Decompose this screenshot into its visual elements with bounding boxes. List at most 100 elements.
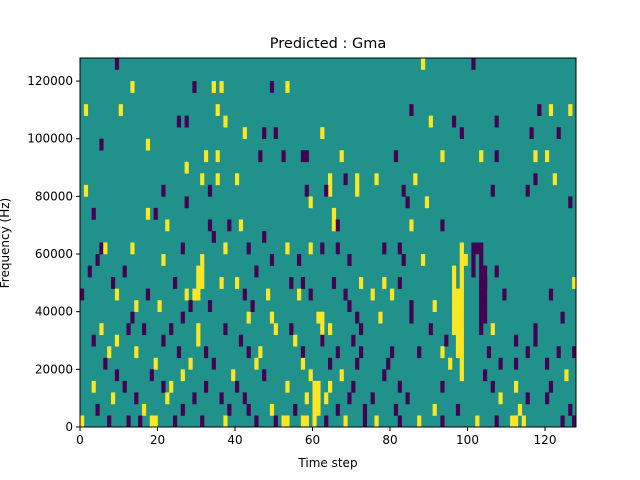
heatmap-cell xyxy=(293,334,298,347)
heatmap-cell xyxy=(316,311,321,324)
heatmap-cell xyxy=(219,392,224,405)
heatmap-cell xyxy=(475,242,480,255)
y-tick-label: 100000 xyxy=(27,132,73,146)
heatmap-cell xyxy=(111,392,116,405)
heatmap-cell xyxy=(300,346,306,359)
heatmap-cell xyxy=(355,357,360,370)
heatmap-cell xyxy=(572,346,577,359)
heatmap-cell xyxy=(99,242,104,255)
heatmap-cell xyxy=(331,277,337,289)
heatmap-cell xyxy=(324,392,329,405)
heatmap-cell xyxy=(176,346,182,359)
heatmap-cell xyxy=(258,150,263,163)
x-tick-label: 0 xyxy=(76,433,84,447)
heatmap-cell xyxy=(114,58,120,70)
heatmap-cell xyxy=(432,403,437,416)
heatmap-cell xyxy=(118,104,123,116)
heatmap-cell xyxy=(459,254,464,266)
heatmap-cell xyxy=(548,104,554,116)
heatmap-cell xyxy=(428,115,433,128)
heatmap-cell xyxy=(304,184,309,197)
heatmap-cell xyxy=(316,403,321,416)
heatmap-cell xyxy=(246,242,251,255)
heatmap-cell xyxy=(413,173,418,186)
heatmap-cell xyxy=(114,369,120,382)
heatmap-cell xyxy=(514,415,519,428)
heatmap-cell xyxy=(165,392,170,405)
heatmap-cell xyxy=(335,346,340,359)
heatmap-cell xyxy=(114,288,120,301)
heatmap-cell xyxy=(359,323,364,336)
heatmap-cell xyxy=(192,288,197,301)
heatmap-cell xyxy=(196,288,201,301)
heatmap-cell xyxy=(200,173,205,186)
heatmap-cell xyxy=(405,392,410,405)
heatmap-cell xyxy=(347,254,352,266)
heatmap-cell xyxy=(207,219,213,232)
heatmap-cell xyxy=(161,380,166,393)
y-tick-label: 20000 xyxy=(35,362,73,376)
heatmap-cell xyxy=(455,323,461,336)
heatmap-cell xyxy=(452,300,457,312)
heatmap-cell xyxy=(459,357,464,370)
heatmap-cell xyxy=(246,311,251,324)
heatmap-cell xyxy=(134,300,139,312)
heatmap-cell xyxy=(180,242,185,255)
heatmap-cell xyxy=(560,415,565,428)
heatmap-cell xyxy=(281,415,286,428)
heatmap-cell xyxy=(545,150,550,163)
heatmap-cell xyxy=(320,311,325,324)
y-axis: 0 20000 40000 60000 80000 100000 120000 xyxy=(27,74,80,434)
heatmap-cell xyxy=(308,288,313,301)
heatmap-cell xyxy=(254,265,259,278)
heatmap-cell xyxy=(83,184,89,197)
heatmap-cell xyxy=(362,403,368,416)
heatmap-cell xyxy=(308,369,313,382)
heatmap-cell xyxy=(517,403,523,416)
heatmap-cell xyxy=(80,415,85,428)
heatmap-cell xyxy=(304,150,309,163)
heatmap-cell xyxy=(331,207,337,220)
heatmap-cell xyxy=(386,357,391,370)
heatmap-cell xyxy=(382,242,387,255)
y-tick-label: 60000 xyxy=(35,247,73,261)
heatmap-cell xyxy=(343,173,348,186)
heatmap-cell xyxy=(285,242,290,255)
heatmap-cell xyxy=(452,288,457,301)
heatmap-cell xyxy=(537,104,542,116)
heatmap-cell xyxy=(231,369,236,382)
heatmap-cell xyxy=(494,115,499,128)
heatmap-cell xyxy=(235,277,240,289)
x-tick-label: 20 xyxy=(150,433,165,447)
heatmap-cell xyxy=(161,334,166,347)
heatmap-cell xyxy=(219,81,224,93)
heatmap-cell xyxy=(103,242,108,255)
heatmap-cell xyxy=(281,150,286,163)
heatmap-cell xyxy=(188,357,193,370)
heatmap-cell xyxy=(486,346,492,359)
heatmap-cell xyxy=(95,403,100,416)
heatmap-cell xyxy=(370,288,375,301)
heatmap-cell xyxy=(351,380,356,393)
heatmap-cell xyxy=(479,242,484,255)
heatmap-cell xyxy=(328,184,333,197)
heatmap-cell xyxy=(459,288,464,301)
heatmap-cell xyxy=(347,392,352,405)
heatmap-cell xyxy=(393,403,399,416)
heatmap-cell xyxy=(556,346,561,359)
heatmap-cell xyxy=(215,104,220,116)
heatmap-cell xyxy=(91,207,96,220)
heatmap-cell xyxy=(223,115,228,128)
heatmap-cell xyxy=(440,380,445,393)
heatmap-cell xyxy=(250,300,255,312)
heatmap-cell xyxy=(455,311,461,324)
heatmap-cell xyxy=(200,265,205,278)
heatmap-cell xyxy=(479,288,484,301)
heatmap-cell xyxy=(320,242,325,255)
heatmap-cell xyxy=(548,380,554,393)
heatmap-cell xyxy=(483,369,488,382)
heatmap-cell xyxy=(145,138,151,151)
heatmap-cell xyxy=(328,173,333,186)
heatmap-cell xyxy=(126,323,131,336)
heatmap-cell xyxy=(479,311,484,324)
